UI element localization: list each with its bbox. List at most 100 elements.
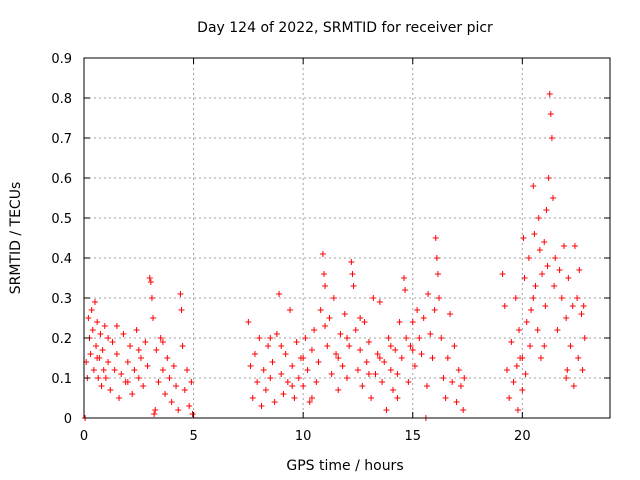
data-point (94, 355, 101, 361)
data-point (162, 391, 169, 397)
data-point (127, 343, 134, 349)
data-point (320, 271, 327, 277)
x-axis-label: GPS time / hours (286, 458, 403, 474)
data-point (258, 403, 265, 409)
data-point (322, 283, 329, 289)
data-point (567, 343, 574, 349)
data-point (349, 271, 356, 277)
x-tick-label: 15 (404, 429, 421, 444)
data-point (438, 335, 445, 341)
data-point (256, 335, 263, 341)
data-point (387, 343, 394, 349)
data-point (137, 355, 144, 361)
data-point (319, 251, 326, 257)
data-point (392, 347, 399, 353)
data-point (381, 359, 388, 365)
data-point (576, 267, 583, 273)
x-tick-label: 0 (80, 429, 88, 444)
data-point (531, 231, 538, 237)
data-point (550, 195, 557, 201)
data-point (379, 379, 386, 385)
data-point (457, 383, 464, 389)
data-point (135, 347, 142, 353)
data-point (152, 407, 159, 413)
data-point (328, 371, 335, 377)
data-point (519, 355, 526, 361)
data-point (346, 343, 353, 349)
data-point (135, 375, 142, 381)
data-point (260, 367, 267, 373)
data-point (519, 387, 526, 393)
data-point (506, 395, 513, 401)
data-point (129, 391, 136, 397)
data-point (300, 355, 307, 361)
data-point (370, 295, 377, 301)
data-point (116, 395, 123, 401)
data-point (105, 335, 112, 341)
data-point (385, 335, 392, 341)
data-point (547, 111, 554, 117)
data-point (503, 367, 510, 373)
data-point (249, 395, 256, 401)
data-point (575, 355, 582, 361)
data-point (536, 247, 543, 253)
data-point (374, 351, 381, 357)
data-point (376, 299, 383, 305)
data-point (102, 375, 109, 381)
data-point (265, 343, 272, 349)
data-point (344, 375, 350, 381)
data-point (541, 239, 548, 245)
data-point (324, 343, 331, 349)
data-point (508, 339, 515, 345)
data-point (530, 183, 537, 189)
data-point (98, 383, 105, 389)
data-point (542, 303, 549, 309)
data-point (522, 371, 529, 377)
data-point (556, 267, 563, 273)
data-point (179, 343, 186, 349)
y-tick-label: 0 (64, 412, 72, 427)
y-axis-label: SRMTID / TECUs (8, 182, 24, 295)
data-point (293, 339, 300, 345)
data-point (514, 407, 521, 413)
data-point (365, 371, 372, 377)
data-point (434, 271, 441, 277)
data-point (177, 291, 184, 297)
x-tick-label: 20 (514, 429, 531, 444)
data-point (541, 343, 548, 349)
data-point (251, 351, 258, 357)
data-point (254, 379, 261, 385)
data-point (159, 367, 166, 373)
data-point (326, 315, 333, 321)
data-point (101, 323, 108, 329)
data-point (449, 379, 456, 385)
data-point (548, 135, 555, 141)
data-point (535, 215, 542, 221)
y-tick-label: 0.1 (51, 372, 72, 387)
data-point (539, 271, 546, 277)
data-point (113, 351, 120, 357)
data-point (442, 395, 449, 401)
data-point (159, 339, 166, 345)
data-point (444, 355, 451, 361)
data-point (436, 295, 443, 301)
data-point (306, 399, 313, 405)
data-point (131, 367, 138, 373)
data-point (520, 235, 527, 241)
data-point (440, 375, 447, 381)
data-point (368, 395, 375, 401)
data-point (363, 359, 370, 365)
data-point (144, 363, 151, 369)
data-point (337, 331, 344, 337)
data-point (545, 175, 552, 181)
data-point (460, 407, 467, 413)
data-point (400, 275, 407, 281)
data-point (447, 311, 454, 317)
data-point (262, 387, 269, 393)
data-point (461, 375, 468, 381)
data-point (173, 383, 180, 389)
data-point (560, 243, 567, 249)
data-point (405, 379, 412, 385)
data-point (97, 331, 104, 337)
data-point (93, 343, 100, 349)
